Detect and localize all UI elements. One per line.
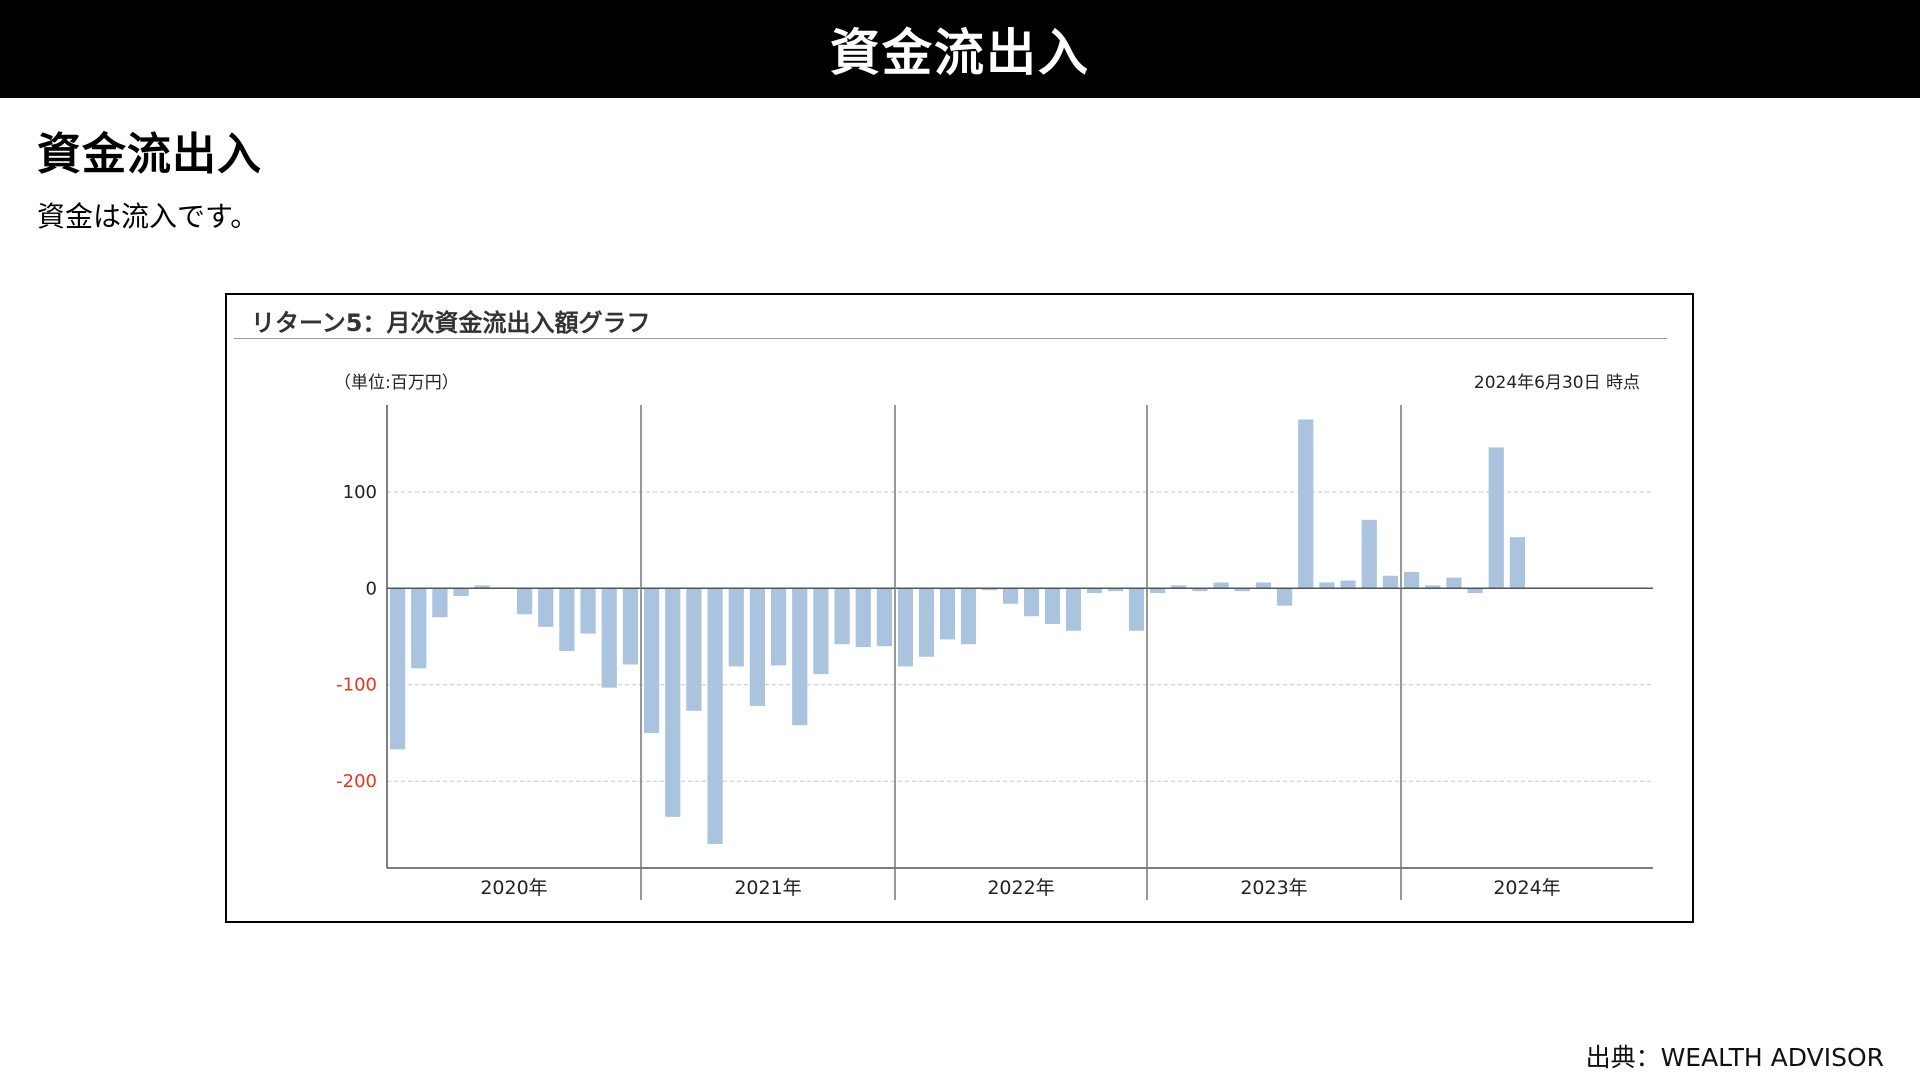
bar <box>1255 582 1272 589</box>
bar <box>749 588 766 706</box>
bar <box>1509 537 1526 589</box>
bar <box>918 588 935 657</box>
bar <box>1149 588 1166 594</box>
bar <box>939 588 956 640</box>
y-tick-label: 100 <box>343 482 377 503</box>
bar <box>411 588 427 669</box>
section-description: 資金は流入です。 <box>37 200 259 233</box>
x-tick-label: 2023年 <box>1240 877 1307 899</box>
bar-chart: 100 0 -100 -200 2020年 2021年 2022年 2023年 2024年 <box>336 405 1653 900</box>
as-of-date: 2024年6月30日 時点 <box>1473 373 1640 393</box>
bar <box>1234 588 1250 592</box>
section-heading: 資金流出入 <box>37 129 262 180</box>
bar <box>1023 588 1040 617</box>
bar <box>1086 588 1103 594</box>
bar <box>876 588 893 647</box>
chart-title: リターン5：月次資金流出入額グラフ <box>251 309 651 337</box>
bar <box>538 588 554 627</box>
y-tick-label: -100 <box>336 675 377 696</box>
bar <box>981 588 998 591</box>
bar <box>1298 419 1314 589</box>
bar <box>601 588 617 688</box>
bar <box>686 588 702 711</box>
bar <box>1276 588 1293 606</box>
bar <box>474 585 490 589</box>
bar <box>1403 571 1420 589</box>
bar <box>897 588 914 667</box>
x-tick-label: 2020年 <box>480 877 547 899</box>
bar <box>580 588 596 634</box>
header-title: 資金流出入 <box>830 24 1090 82</box>
y-tick-label: -200 <box>336 771 377 792</box>
bar <box>1192 588 1208 592</box>
bar <box>1488 447 1504 589</box>
x-tick-label: 2024年 <box>1493 877 1560 899</box>
bar <box>1044 588 1061 624</box>
bar <box>792 588 808 726</box>
bar <box>813 588 829 675</box>
bar <box>1107 588 1124 592</box>
bar <box>1213 582 1229 589</box>
bar <box>1128 588 1145 631</box>
bar <box>728 588 744 667</box>
bar <box>1002 588 1019 604</box>
bar <box>516 588 533 615</box>
y-tick-label: 0 <box>366 578 377 599</box>
bar <box>1446 577 1462 589</box>
bar <box>707 588 723 844</box>
bar <box>855 588 871 648</box>
bar <box>453 588 469 596</box>
bar <box>1319 582 1335 589</box>
x-tick-label: 2021年 <box>734 877 801 899</box>
bar <box>665 588 681 817</box>
bar <box>1382 575 1399 589</box>
header-bar: 資金流出入 <box>0 0 1920 98</box>
bar <box>960 588 977 645</box>
bar <box>1361 519 1377 589</box>
chart-panel: リターン5：月次資金流出入額グラフ （単位:百万円） 2024年6月30日 時点… <box>225 293 1694 923</box>
bar <box>1171 585 1187 589</box>
bar <box>643 588 660 733</box>
bar <box>834 588 850 645</box>
bar <box>1065 588 1082 631</box>
bar <box>1425 585 1441 589</box>
bar <box>1340 580 1356 589</box>
unit-label: （単位:百万円） <box>334 373 459 393</box>
bar <box>432 588 448 618</box>
chart-title-divider <box>234 338 1667 339</box>
bar <box>770 588 787 666</box>
bar <box>389 588 406 750</box>
x-tick-label: 2022年 <box>987 877 1054 899</box>
bar <box>1467 588 1483 594</box>
bar <box>622 588 639 665</box>
bar <box>559 588 575 651</box>
source-note: 出典：WEALTH ADVISOR <box>1585 1043 1884 1072</box>
